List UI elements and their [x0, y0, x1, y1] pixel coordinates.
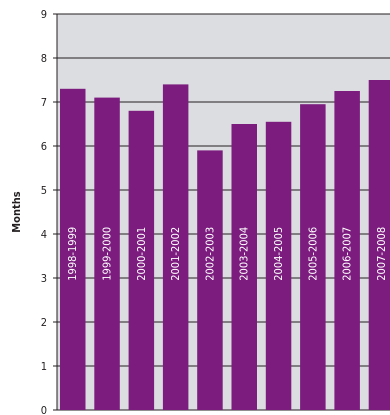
category-label: 2007-2008	[375, 227, 388, 281]
category-label: 1999-2000	[101, 227, 114, 281]
y-tick-label: 4	[41, 228, 47, 241]
category-label: 2006-2007	[341, 227, 354, 281]
y-tick-label: 9	[41, 8, 47, 21]
bar-2002-2003	[197, 150, 223, 410]
bar-2004-2005	[265, 121, 292, 411]
y-tick-label: 8	[41, 52, 47, 65]
y-axis-title: Months	[10, 191, 23, 232]
category-label: 1998-1999	[66, 227, 79, 281]
bar-2001-2002	[162, 84, 189, 411]
bar-1998-1999	[60, 88, 86, 411]
category-label: 2003-2004	[238, 227, 251, 281]
category-label: 2001-2002	[169, 227, 182, 281]
bar-2006-2007	[334, 91, 360, 410]
category-label: 2005-2006	[306, 227, 319, 281]
bar-labels: 1998-1999 1999-2000 2000-2001 2001-2002 2002…	[66, 227, 388, 281]
bars	[60, 80, 390, 411]
y-tick-label: 0	[41, 404, 47, 415]
y-tick-label: 7	[41, 96, 47, 109]
y-tick-labels: 0 1 2 3 4 5 6 7 8 9	[41, 8, 47, 415]
bar-1999-2000	[94, 97, 120, 410]
y-tick-label: 2	[41, 316, 47, 329]
category-label: 2004-2005	[272, 227, 285, 281]
y-tick-label: 6	[41, 140, 47, 153]
y-tick-label: 3	[41, 272, 47, 285]
y-tick-label: 1	[41, 360, 47, 373]
bar-2007-2008	[368, 80, 390, 410]
bar-2000-2001	[128, 110, 155, 411]
category-label: 2000-2001	[135, 227, 148, 281]
bar-2005-2006	[300, 104, 326, 410]
bar-2003-2004	[231, 124, 257, 410]
category-label: 2002-2003	[203, 227, 216, 281]
y-tick-label: 5	[41, 184, 47, 197]
